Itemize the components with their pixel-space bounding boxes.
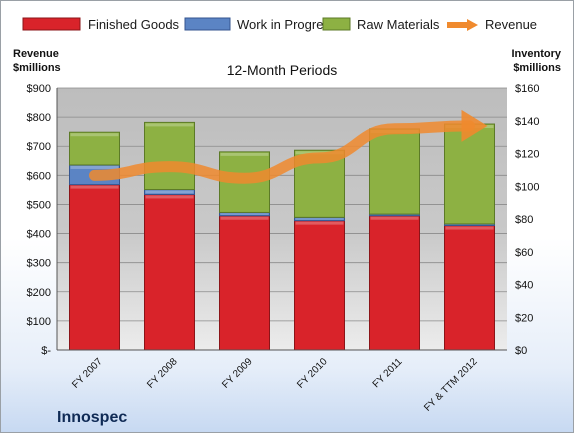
legend-label-raw-materials: Raw Materials (357, 17, 440, 32)
bar-segment-finished-goods (444, 225, 495, 351)
right-tick-label: $140 (515, 116, 539, 128)
revenue-line (89, 120, 475, 184)
category-label: FY 2011 (371, 356, 405, 390)
bar-segment-finished-goods (294, 220, 345, 351)
axis-ticks: $- $100 $200 $300 $400 $500 $600 $700 $800 $900 $0… (27, 83, 540, 357)
bar-highlight (370, 216, 419, 220)
bar-highlight (220, 213, 269, 215)
legend-swatch-finished-goods (22, 17, 81, 31)
left-tick-label: $500 (27, 199, 51, 211)
gridlines (57, 87, 507, 322)
category-label: FY 2007 (70, 356, 105, 391)
bar-highlight (220, 216, 269, 220)
bar-highlight (445, 226, 494, 230)
bar-highlight (70, 165, 119, 169)
right-tick-label: $120 (515, 149, 539, 161)
bar-highlight (145, 190, 194, 194)
legend-label-finished-goods: Finished Goods (88, 17, 180, 32)
legend: Finished Goods Work in Progress Raw Mate… (22, 17, 537, 32)
right-tick-label: $40 (515, 280, 533, 292)
category-labels: FY 2007 FY 2008 FY 2009 FY 2010 FY 2011 FY & … (70, 356, 480, 414)
left-tick-label: $200 (27, 287, 51, 299)
bar-highlight (295, 221, 344, 225)
left-tick-label: $300 (27, 258, 51, 270)
category-label: FY 2010 (295, 356, 330, 391)
bar-highlight (295, 218, 344, 220)
bar-segment-finished-goods (369, 215, 420, 351)
left-axis-title-line1: Revenue (13, 48, 59, 60)
legend-label-work-in-progress: Work in Progress (237, 17, 337, 32)
revenue-line-layer (89, 109, 488, 184)
revenue-arrowhead (461, 109, 488, 142)
bar-segment-finished-goods (144, 193, 195, 351)
right-tick-label: $0 (515, 345, 527, 357)
bar-highlight (220, 152, 269, 156)
bars (69, 121, 495, 351)
bar-segment-finished-goods (219, 215, 270, 351)
left-tick-label: $900 (27, 83, 51, 95)
bar-highlight (70, 133, 119, 137)
company-name: Innospec (57, 409, 127, 426)
left-tick-label: $100 (27, 316, 51, 328)
category-label: FY 2009 (220, 356, 255, 391)
bar-segment-finished-goods (69, 184, 120, 351)
category-label: FY & TTM 2012 (422, 356, 480, 414)
right-tick-label: $160 (515, 83, 539, 95)
chart-subtitle: 12-Month Periods (227, 62, 338, 78)
bar-segment-raw-materials (444, 123, 495, 225)
right-tick-label: $60 (515, 247, 533, 259)
left-tick-label: $400 (27, 229, 51, 241)
right-tick-label: $20 (515, 312, 533, 324)
bar-highlight (145, 195, 194, 199)
right-tick-label: $100 (515, 181, 539, 193)
legend-swatch-raw-materials (322, 17, 351, 31)
right-axis-title-line1: Inventory (511, 48, 561, 60)
category-label: FY 2008 (145, 356, 180, 391)
left-tick-label: $800 (27, 112, 51, 124)
legend-label-revenue: Revenue (485, 17, 537, 32)
left-tick-label: $700 (27, 141, 51, 153)
right-tick-label: $80 (515, 214, 533, 226)
bar-segment-raw-materials (144, 121, 195, 191)
legend-swatch-revenue-arrowhead (467, 19, 478, 31)
left-tick-label: $600 (27, 170, 51, 182)
bar-highlight (145, 123, 194, 127)
right-axis-title-line2: $millions (513, 62, 561, 74)
bar-segment-raw-materials (69, 131, 120, 166)
bar-highlight (70, 185, 119, 189)
left-tick-label: $- (41, 345, 51, 357)
bar-segment-raw-materials (369, 128, 420, 215)
left-axis-title-line2: $millions (13, 62, 61, 74)
legend-swatch-work-in-progress (184, 17, 231, 31)
